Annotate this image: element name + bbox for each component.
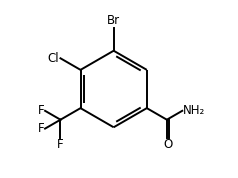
Text: NH₂: NH₂ (183, 104, 205, 117)
Text: Cl: Cl (47, 52, 59, 65)
Text: F: F (38, 104, 44, 117)
Text: F: F (57, 138, 64, 151)
Text: F: F (38, 122, 44, 135)
Text: Br: Br (107, 14, 120, 27)
Text: O: O (163, 138, 173, 151)
